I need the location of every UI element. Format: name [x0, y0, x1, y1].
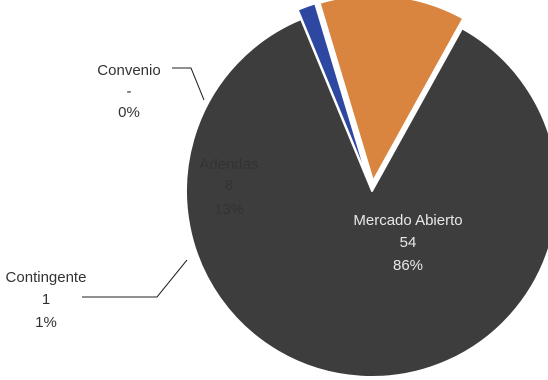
pie-slice-adendas	[318, 0, 465, 183]
slice-label-convenio-percent: 0%	[118, 104, 140, 121]
leader-line-convenio	[172, 67, 205, 101]
pie-slice-mercado-abierto	[185, 18, 548, 378]
slice-label-convenio-value: -	[127, 83, 132, 100]
slice-label-contingente-value: 1	[42, 291, 50, 308]
slice-label-mercado-abierto-value: 54	[400, 234, 417, 251]
slice-label-adendas-name: Adendas	[199, 156, 258, 173]
leader-lines	[82, 67, 205, 298]
slice-label-contingente-percent: 1%	[35, 314, 57, 331]
slice-label-convenio-name: Convenio	[97, 62, 160, 79]
slice-label-adendas-percent: 13%	[214, 201, 244, 218]
pie-slices	[185, 0, 548, 378]
slice-label-contingente-name: Contingente	[6, 269, 87, 286]
slice-label-adendas-value: 8	[225, 177, 233, 194]
slice-labels: Mercado Abierto 54 86% Adendas 8 13% Con…	[6, 62, 463, 331]
slice-label-mercado-abierto-name: Mercado Abierto	[353, 212, 462, 229]
slice-label-mercado-abierto-percent: 86%	[393, 257, 423, 274]
leader-line-contingente	[82, 259, 188, 298]
pie-slice-contingente	[296, 2, 370, 183]
